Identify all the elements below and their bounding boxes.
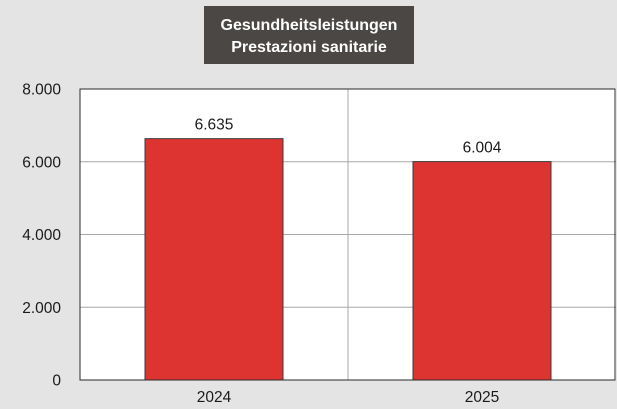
x-tick-label: 2024 [197,389,232,406]
y-tick-label: 2.000 [22,300,61,317]
data-label-2025: 6.004 [463,140,502,157]
bar-2025 [412,161,552,381]
chart-subtitle: Prestazioni sanitarie [231,39,387,56]
data-label-2024: 6.635 [195,117,234,134]
y-tick-label: 4.000 [22,227,61,244]
bars [144,138,552,381]
chart-title-box: Gesundheitsleistungen Prestazioni sanita… [204,6,414,64]
plot-frame [79,88,616,381]
y-tick-label: 8.000 [22,82,61,99]
y-tick-label: 6.000 [22,154,61,171]
chart-title-background [204,6,414,64]
x-axis-tick-labels: 2024 2025 [197,389,499,406]
y-axis-tick-labels: 0 2.000 4.000 6.000 8.000 [22,82,61,390]
bar-2024 [144,138,284,381]
chart-title: Gesundheitsleistungen [221,17,398,34]
x-tick-label: 2025 [465,389,499,406]
y-tick-label: 0 [52,373,61,390]
data-labels: 6.635 6.004 [195,117,502,157]
